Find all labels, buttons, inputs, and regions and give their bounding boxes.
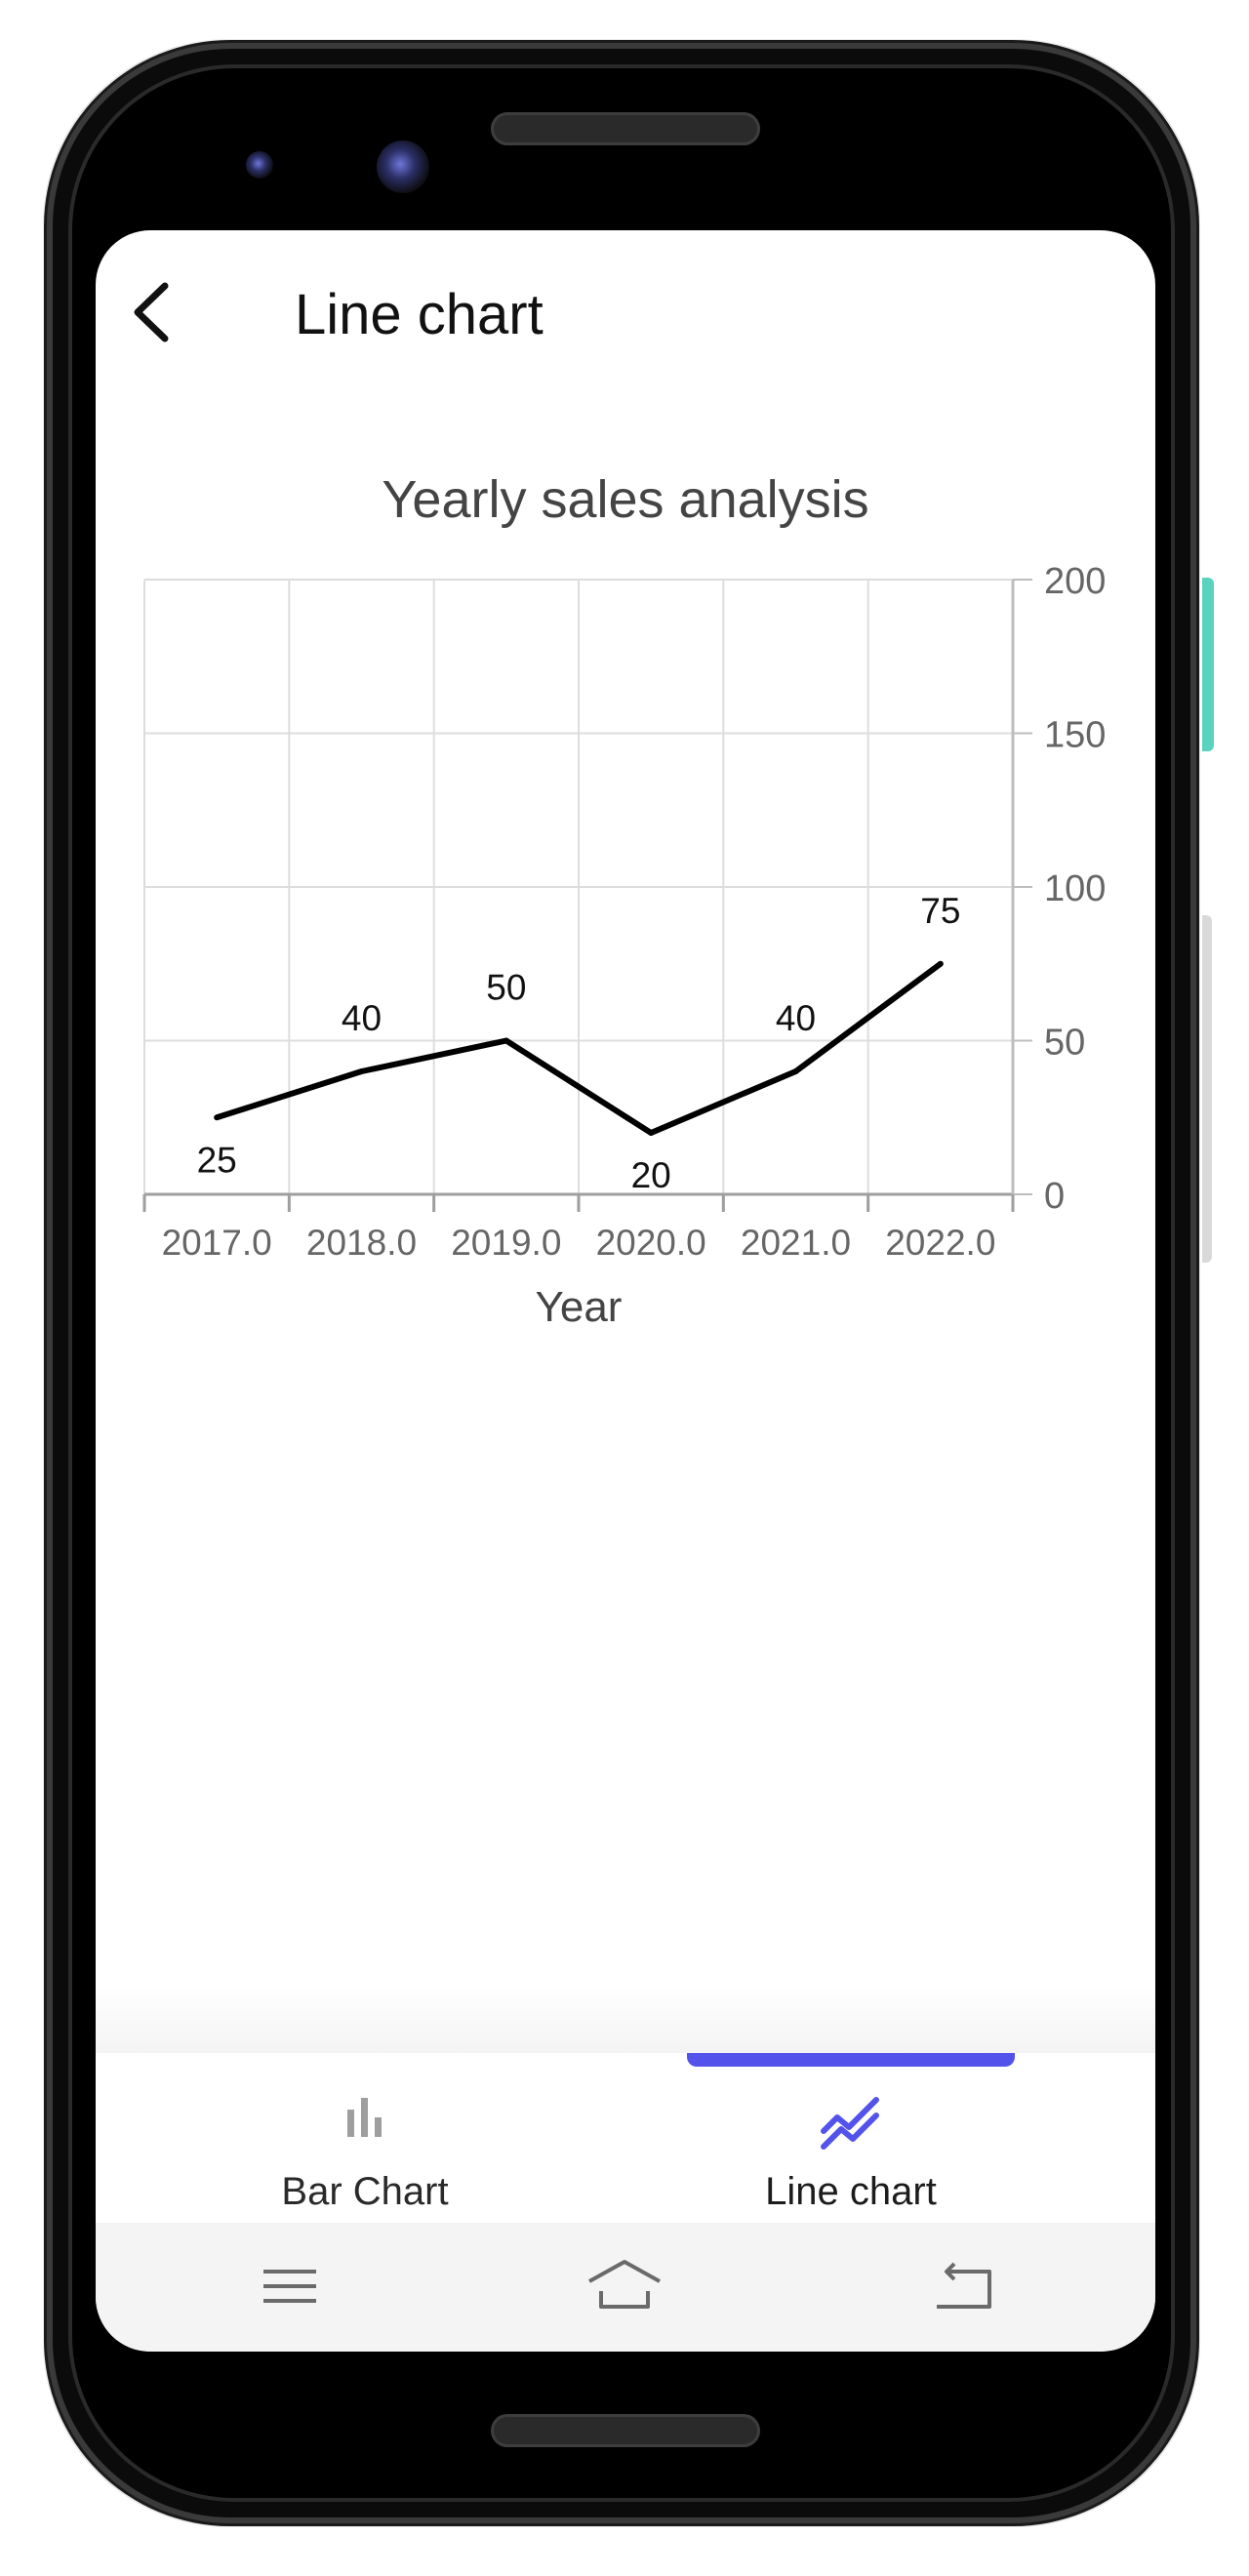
series-line	[216, 961, 943, 1136]
bar-chart-icon	[347, 2098, 382, 2137]
tab-bar-chart[interactable]: Bar Chart	[131, 2053, 599, 2225]
system-home-button[interactable]	[585, 2252, 664, 2320]
tab-line-chart[interactable]: Line chart	[617, 2053, 1085, 2225]
data-point	[503, 1037, 509, 1044]
active-tab-indicator	[687, 2053, 1015, 2067]
back-icon	[937, 2262, 991, 2309]
data-point	[358, 1068, 365, 1074]
chevron-left-icon	[134, 282, 169, 342]
front-sensor	[246, 151, 273, 179]
data-label: 40	[776, 998, 816, 1038]
chart-title: Yearly sales analysis	[382, 470, 868, 529]
front-camera	[377, 141, 429, 193]
data-point	[214, 1114, 221, 1121]
y-tick-label: 150	[1044, 715, 1106, 756]
system-back-button[interactable]	[927, 2252, 1005, 2320]
data-label: 25	[197, 1140, 237, 1180]
app-screen: Line chart Yearly sales analysis 0 50 100 15…	[96, 230, 1155, 2352]
home-icon	[588, 2260, 661, 2309]
line-chart: Yearly sales analysis 0 50 100 150 200 2017.0 2…	[96, 406, 1155, 1528]
y-tick-label: 200	[1044, 561, 1106, 602]
x-tick-label: 2020.0	[596, 1223, 706, 1263]
page-title: Line chart	[295, 283, 544, 346]
data-label: 40	[342, 998, 382, 1038]
tab-line-chart-label: Line chart	[765, 2170, 937, 2213]
system-navigation-bar	[96, 2223, 1155, 2352]
app-bar: Line chart	[96, 230, 1155, 396]
y-tick-label: 100	[1044, 868, 1106, 909]
chart-canvas: Yearly sales analysis 0 50 100 150 200 2017.0 2…	[142, 470, 1106, 1331]
x-tick-label: 2018.0	[306, 1223, 417, 1263]
x-tick-label: 2022.0	[885, 1223, 995, 1263]
data-point	[648, 1130, 655, 1136]
data-label: 75	[920, 891, 960, 931]
bottom-navigation: Bar Chart Line chart	[96, 2053, 1155, 2225]
power-button	[1202, 578, 1214, 751]
x-tick-label: 2017.0	[162, 1223, 272, 1263]
system-menu-button[interactable]	[252, 2252, 330, 2320]
x-axis-title: Year	[536, 1283, 623, 1331]
nav-fade	[96, 1987, 1155, 2055]
data-label: 50	[486, 968, 526, 1008]
back-button[interactable]	[113, 273, 191, 351]
y-tick-label: 0	[1044, 1176, 1065, 1217]
data-label: 20	[631, 1155, 671, 1195]
earpiece-speaker	[491, 112, 760, 145]
y-tick-label: 50	[1044, 1023, 1085, 1064]
bottom-speaker	[491, 2414, 760, 2447]
menu-icon	[263, 2270, 316, 2303]
x-tick-label: 2019.0	[451, 1223, 561, 1263]
tab-bar-chart-label: Bar Chart	[281, 2170, 449, 2213]
x-tick-label: 2021.0	[741, 1223, 851, 1263]
data-point	[792, 1068, 799, 1074]
volume-button	[1202, 915, 1212, 1263]
line-chart-icon	[821, 2097, 879, 2150]
data-point	[937, 960, 944, 967]
